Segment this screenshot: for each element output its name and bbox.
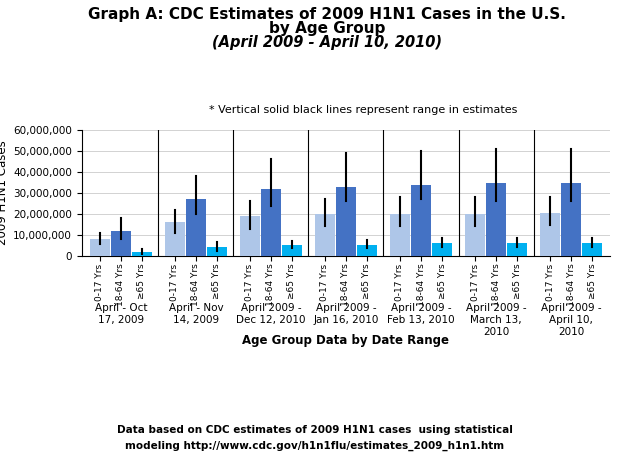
Bar	[390, 214, 409, 256]
Bar	[282, 246, 302, 256]
Bar	[240, 216, 260, 256]
Bar	[132, 252, 152, 256]
Text: by Age Group: by Age Group	[269, 21, 386, 36]
Bar	[561, 183, 581, 256]
Text: April 2009 -
Jan 16, 2010: April 2009 - Jan 16, 2010	[313, 304, 379, 325]
Bar	[165, 222, 184, 256]
Text: * Vertical solid black lines represent range in estimates: * Vertical solid black lines represent r…	[209, 105, 517, 115]
Text: Graph A: CDC Estimates of 2009 H1N1 Cases in the U.S.: Graph A: CDC Estimates of 2009 H1N1 Case…	[88, 7, 566, 22]
Bar	[90, 239, 109, 256]
Bar	[357, 246, 377, 256]
Text: Age Group Data by Date Range: Age Group Data by Date Range	[242, 333, 450, 346]
Text: (April 2009 - April 10, 2010): (April 2009 - April 10, 2010)	[212, 35, 442, 50]
Bar	[540, 213, 560, 256]
Bar	[486, 183, 506, 256]
Bar	[315, 214, 335, 256]
Text: April - Nov
14, 2009: April - Nov 14, 2009	[169, 304, 223, 325]
Bar	[582, 243, 602, 256]
Bar	[336, 187, 356, 256]
Text: April 2009 -
Dec 12, 2010: April 2009 - Dec 12, 2010	[236, 304, 306, 325]
Y-axis label: 2009 H1N1 Cases: 2009 H1N1 Cases	[0, 140, 9, 246]
Text: modeling http://www.cdc.gov/h1n1flu/estimates_2009_h1n1.htm: modeling http://www.cdc.gov/h1n1flu/esti…	[125, 441, 504, 451]
Bar	[432, 243, 452, 256]
Bar	[261, 189, 281, 256]
Text: Data based on CDC estimates of 2009 H1N1 cases  using statistical: Data based on CDC estimates of 2009 H1N1…	[116, 425, 513, 435]
Bar	[411, 185, 431, 256]
Text: April 2009 -
March 13,
2010: April 2009 - March 13, 2010	[465, 304, 526, 337]
Bar	[186, 199, 206, 256]
Text: April - Oct
17, 2009: April - Oct 17, 2009	[94, 304, 147, 325]
Bar	[111, 231, 131, 256]
Text: April 2009 -
April 10,
2010: April 2009 - April 10, 2010	[541, 304, 601, 337]
Text: April 2009 -
Feb 13, 2010: April 2009 - Feb 13, 2010	[387, 304, 455, 325]
Bar	[508, 243, 527, 256]
Bar	[207, 247, 226, 256]
Bar	[465, 214, 485, 256]
